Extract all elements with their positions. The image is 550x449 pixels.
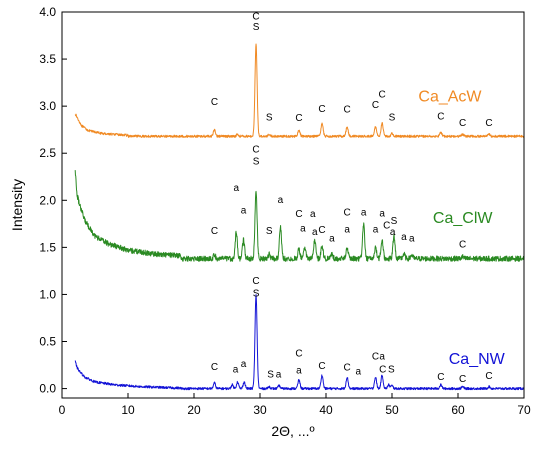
series-line [74, 170, 525, 262]
series-name-label: Ca_AcW [418, 88, 482, 105]
y-tick-label: 4.0 [39, 5, 56, 19]
peak-label: a [241, 205, 247, 216]
peak-label: S [388, 365, 395, 376]
x-axis-title: 2Θ, ...º [271, 423, 314, 439]
peak-label: a [356, 366, 362, 377]
peak-label: S [391, 216, 398, 227]
peak-label: C [252, 276, 259, 287]
peak-label: a [409, 234, 415, 245]
y-tick-label: 0.0 [39, 382, 56, 396]
peak-label: a [278, 195, 284, 206]
y-axis-title: Intensity [9, 179, 25, 231]
peak-label: a [361, 207, 367, 218]
y-tick-label: 2.0 [39, 193, 56, 207]
peak-label: S [267, 369, 274, 380]
y-tick-label: 0.5 [39, 335, 56, 349]
y-tick-label: 1.0 [39, 287, 56, 301]
peak-label: C [485, 371, 492, 382]
peak-label: C [372, 351, 379, 362]
x-tick-label: 60 [451, 403, 465, 417]
peak-label: C [379, 365, 386, 376]
peak-label: C [252, 144, 259, 155]
peak-label: C [372, 100, 379, 111]
peak-label: C [211, 97, 218, 108]
peak-label: C [295, 113, 302, 124]
peak-label: a [300, 223, 306, 234]
peak-label: a [401, 232, 407, 243]
peak-label: a [312, 227, 318, 238]
peak-label: C [459, 374, 466, 385]
axes: 0 10 20 30 40 50 60 70 0.0 0.5 1.0 1.5 2.0 2.5 3.0 3.5 4… [39, 5, 531, 417]
x-tick-label: 20 [187, 403, 201, 417]
y-tick-label: 2.5 [39, 146, 56, 160]
peak-label: a [233, 365, 239, 376]
peak-label: a [276, 369, 282, 380]
series-name-label: Ca_NW [449, 351, 506, 368]
peak-label: a [329, 234, 335, 245]
peak-label: C [211, 226, 218, 237]
peak-label: a [390, 227, 396, 238]
y-tick-label: 1.5 [39, 240, 56, 254]
peak-label: a [310, 209, 316, 220]
peak-label: a [233, 183, 239, 194]
peak-label: C [252, 12, 259, 23]
peak-label: C [383, 221, 390, 232]
peak-label: C [378, 90, 385, 101]
peak-label: S [266, 226, 273, 237]
peak-label: C [295, 209, 302, 220]
peak-label: C [318, 361, 325, 372]
peak-label: C [344, 207, 351, 218]
peak-label: S [253, 22, 260, 33]
peak-label: C [485, 118, 492, 129]
x-tick-label: 40 [319, 403, 333, 417]
peak-label: C [437, 372, 444, 383]
series-name-label: Ca_ClW [433, 210, 493, 227]
peak-label: C [295, 349, 302, 360]
x-tick-label: 30 [253, 403, 267, 417]
x-tick-label: 0 [59, 403, 66, 417]
peak-label: S [253, 157, 260, 168]
x-tick-label: 50 [385, 403, 399, 417]
peak-label: C [344, 105, 351, 116]
series-layer [74, 43, 525, 391]
peak-label: a [241, 359, 247, 370]
peak-label: C [437, 111, 444, 122]
peak-label: a [379, 351, 385, 362]
plot-frame [61, 11, 525, 399]
x-tick-label: 70 [517, 403, 531, 417]
peak-label: S [253, 288, 260, 299]
series-line [74, 294, 525, 391]
peak-label: C [318, 104, 325, 115]
y-tick-label: 3.0 [39, 99, 56, 113]
peak-label: C [211, 362, 218, 373]
peak-label: a [296, 366, 302, 377]
peak-label: C [459, 118, 466, 129]
peak-label: C [344, 363, 351, 374]
peak-label: a [373, 224, 379, 235]
peak-label: S [389, 112, 396, 123]
peak-label: S [266, 112, 273, 123]
peak-label: a [379, 208, 385, 219]
y-tick-label: 3.5 [39, 52, 56, 66]
series-line [74, 43, 525, 138]
peak-label: a [344, 224, 350, 235]
peak-label: C [318, 225, 325, 236]
x-tick-label: 10 [121, 403, 135, 417]
peak-label: C [459, 239, 466, 250]
